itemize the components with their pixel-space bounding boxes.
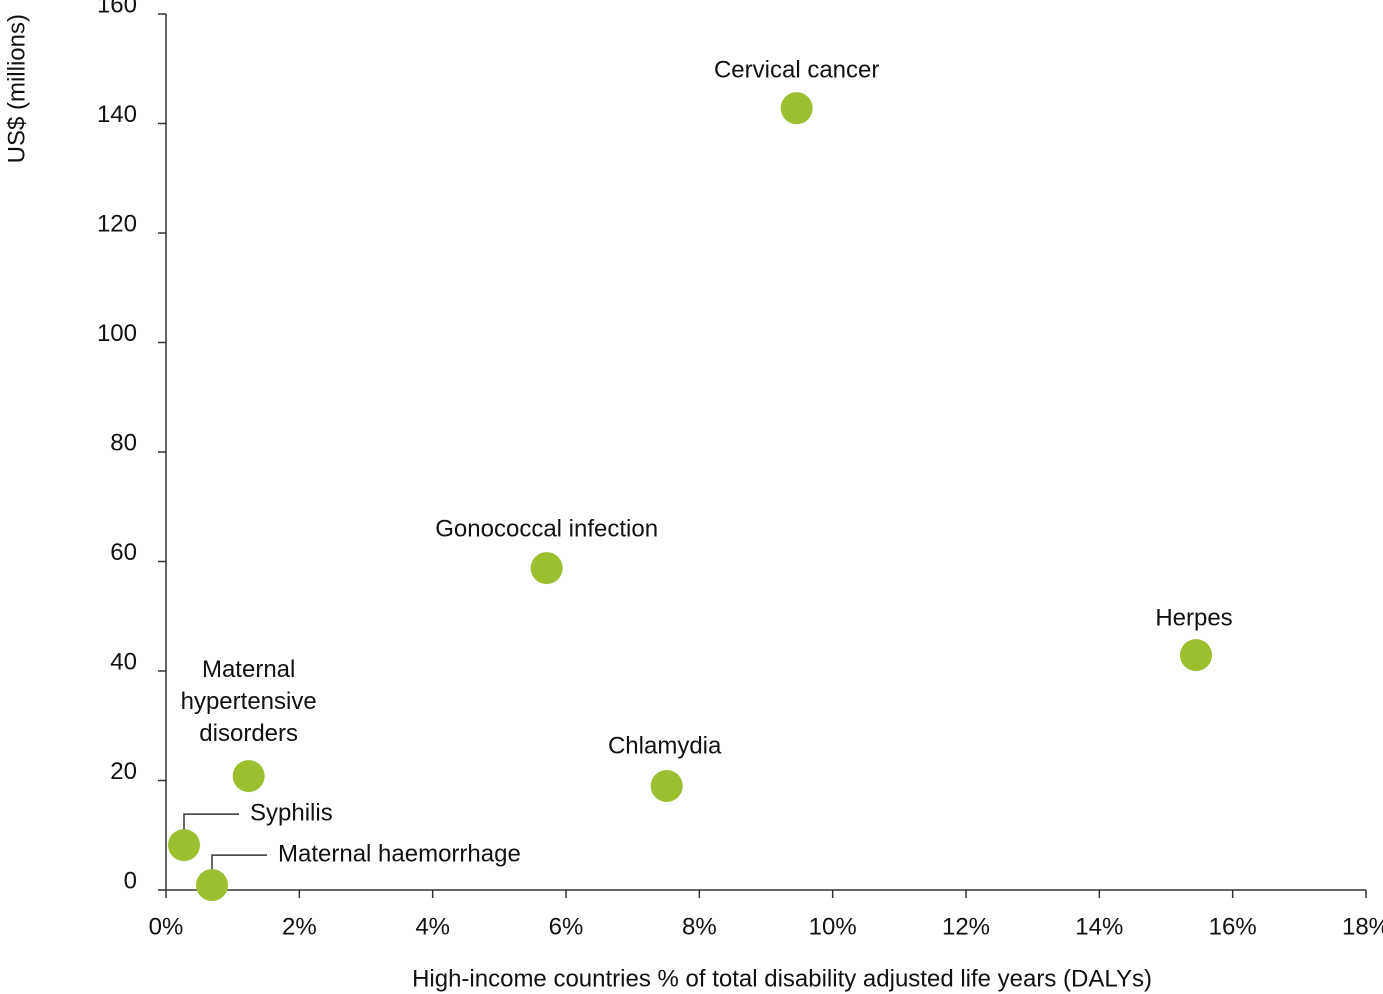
y-tick-label: 120: [97, 210, 137, 237]
x-tick-label: 4%: [415, 913, 450, 940]
x-tick-label: 12%: [942, 913, 990, 940]
y-tick-label: 20: [110, 758, 137, 785]
x-tick-label: 18%: [1342, 913, 1383, 940]
point: [650, 769, 683, 802]
point-label: Chlamydia: [608, 732, 722, 759]
point: [530, 552, 563, 585]
x-axis-title: High-income countries % of total disabil…: [412, 965, 1152, 992]
y-tick-label: 60: [110, 539, 137, 566]
x-tick-label: 0%: [149, 913, 184, 940]
point-label: Maternal haemorrhage: [278, 840, 521, 867]
point: [780, 92, 813, 125]
leader-line: [211, 854, 267, 872]
x-tick-label: 10%: [809, 913, 857, 940]
point: [1180, 639, 1212, 672]
point-label-box: Maternal hypertensive disorders: [180, 656, 317, 748]
point: [196, 869, 228, 902]
point: [232, 760, 265, 793]
y-tick-label: 160: [97, 0, 137, 18]
point-label: Gonococcal infection: [435, 515, 658, 542]
point-label: Cervical cancer: [714, 57, 879, 84]
leader-line: [183, 813, 239, 832]
y-tick-label: 100: [97, 320, 137, 347]
point-label: Herpes: [1155, 604, 1232, 631]
x-tick-label: 14%: [1075, 913, 1123, 940]
point-label: Syphilis: [250, 799, 333, 826]
x-tick-label: 2%: [282, 913, 317, 940]
y-tick-label: 140: [97, 101, 137, 128]
x-tick-label: 6%: [549, 913, 584, 940]
y-axis-title: US$ (millions): [3, 14, 30, 163]
y-tick-label: 0: [124, 867, 137, 894]
point: [168, 829, 200, 862]
y-tick-label: 80: [110, 429, 137, 456]
point-label: Maternal hypertensive disorders: [180, 656, 317, 748]
x-tick-label: 8%: [682, 913, 717, 940]
x-tick-label: 16%: [1209, 913, 1257, 940]
y-tick-label: 40: [110, 648, 137, 675]
